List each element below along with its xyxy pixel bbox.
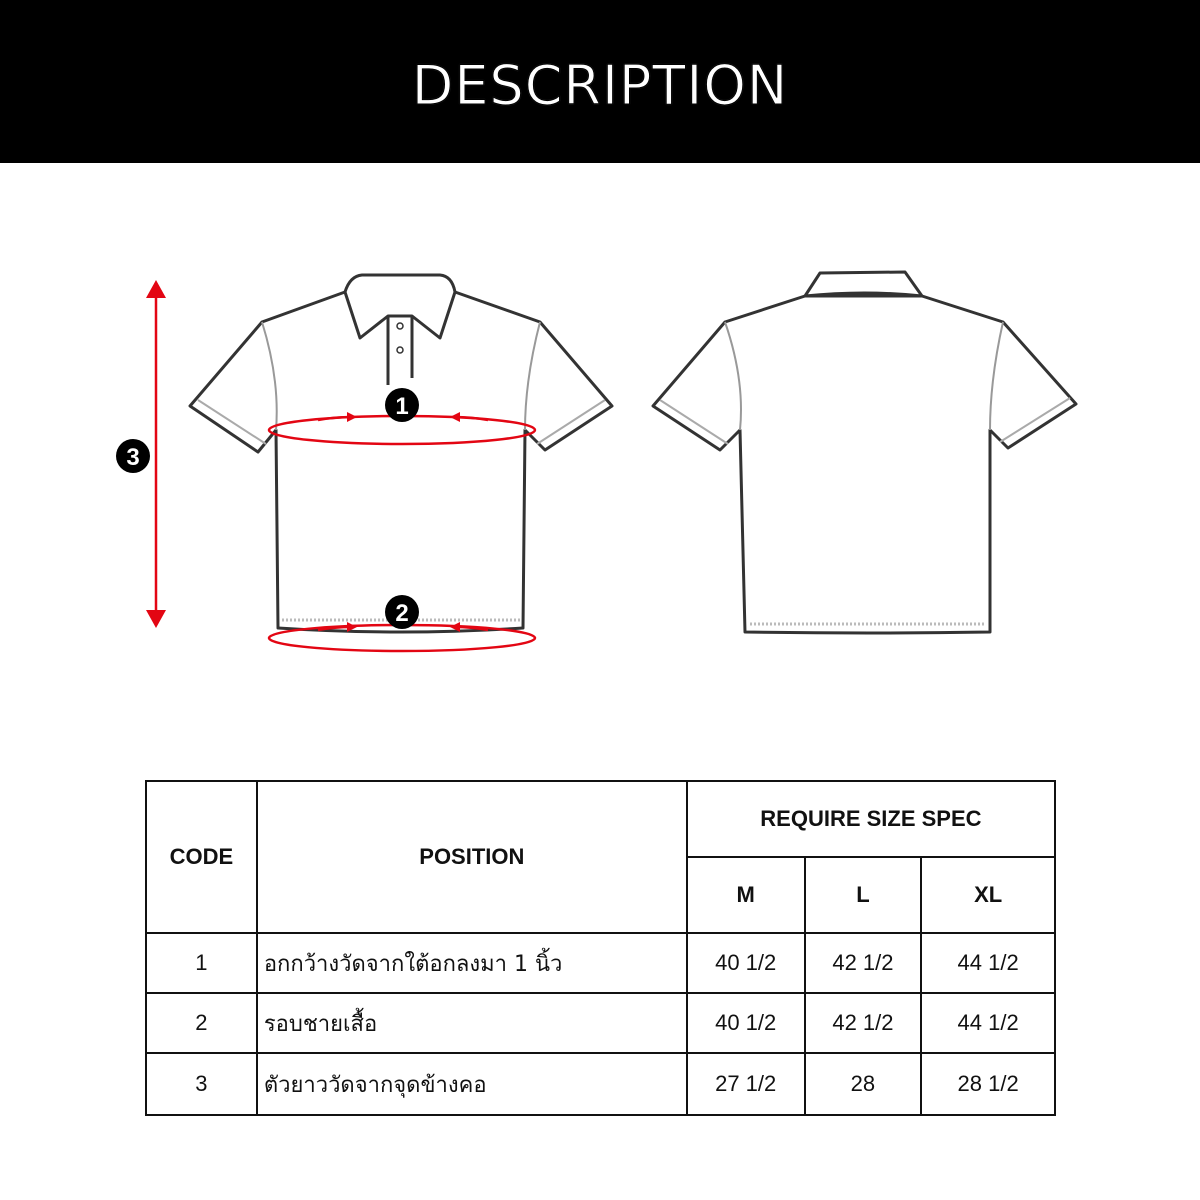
marker-3: 3: [126, 444, 139, 471]
table-row: 3 ตัวยาววัดจากจุดข้างคอ 27 1/2 28 28 1/2: [145, 1052, 1056, 1116]
table-row: 1 อกกว้างวัดจากใต้อกลงมา 1 นิ้ว 40 1/2 4…: [145, 932, 1056, 994]
size-diagram: 1 2 3: [116, 270, 1078, 653]
marker-2: 2: [395, 600, 408, 627]
header-spec: REQUIRE SIZE SPEC: [685, 780, 1057, 858]
row-code: 1: [145, 932, 258, 994]
header-size-m: M: [685, 856, 806, 934]
row-code: 3: [145, 1052, 258, 1116]
header-position: POSITION: [255, 780, 688, 934]
size-spec-table: CODE POSITION REQUIRE SIZE SPEC M L XL 1…: [145, 780, 1057, 1116]
length-measurement: 3: [116, 280, 166, 628]
back-shirt-illustration: [651, 270, 1078, 635]
row-value-m: 27 1/2: [685, 1052, 806, 1116]
row-value-xl: 44 1/2: [920, 932, 1056, 994]
chest-measurement: 1: [267, 388, 537, 446]
header-size-xl: XL: [920, 856, 1056, 934]
front-shirt-illustration: [188, 273, 614, 634]
header-banner: DESCRIPTION: [0, 0, 1200, 163]
row-value-xl: 28 1/2: [920, 1052, 1056, 1116]
row-value-xl: 44 1/2: [920, 992, 1056, 1054]
header-code: CODE: [145, 780, 258, 934]
row-value-l: 28: [803, 1052, 923, 1116]
page-title: DESCRIPTION: [411, 54, 789, 118]
header-size-l: L: [803, 856, 923, 934]
row-value-l: 42 1/2: [803, 932, 923, 994]
row-position: ตัวยาววัดจากจุดข้างคอ: [255, 1052, 688, 1116]
row-value-m: 40 1/2: [685, 932, 806, 994]
hem-measurement: 2: [267, 595, 537, 653]
row-value-m: 40 1/2: [685, 992, 806, 1054]
row-value-l: 42 1/2: [803, 992, 923, 1054]
row-position: อกกว้างวัดจากใต้อกลงมา 1 นิ้ว: [255, 932, 688, 994]
marker-1: 1: [395, 393, 408, 420]
table-row: 2 รอบชายเสื้อ 40 1/2 42 1/2 44 1/2: [145, 992, 1056, 1054]
row-code: 2: [145, 992, 258, 1054]
row-position: รอบชายเสื้อ: [255, 992, 688, 1054]
